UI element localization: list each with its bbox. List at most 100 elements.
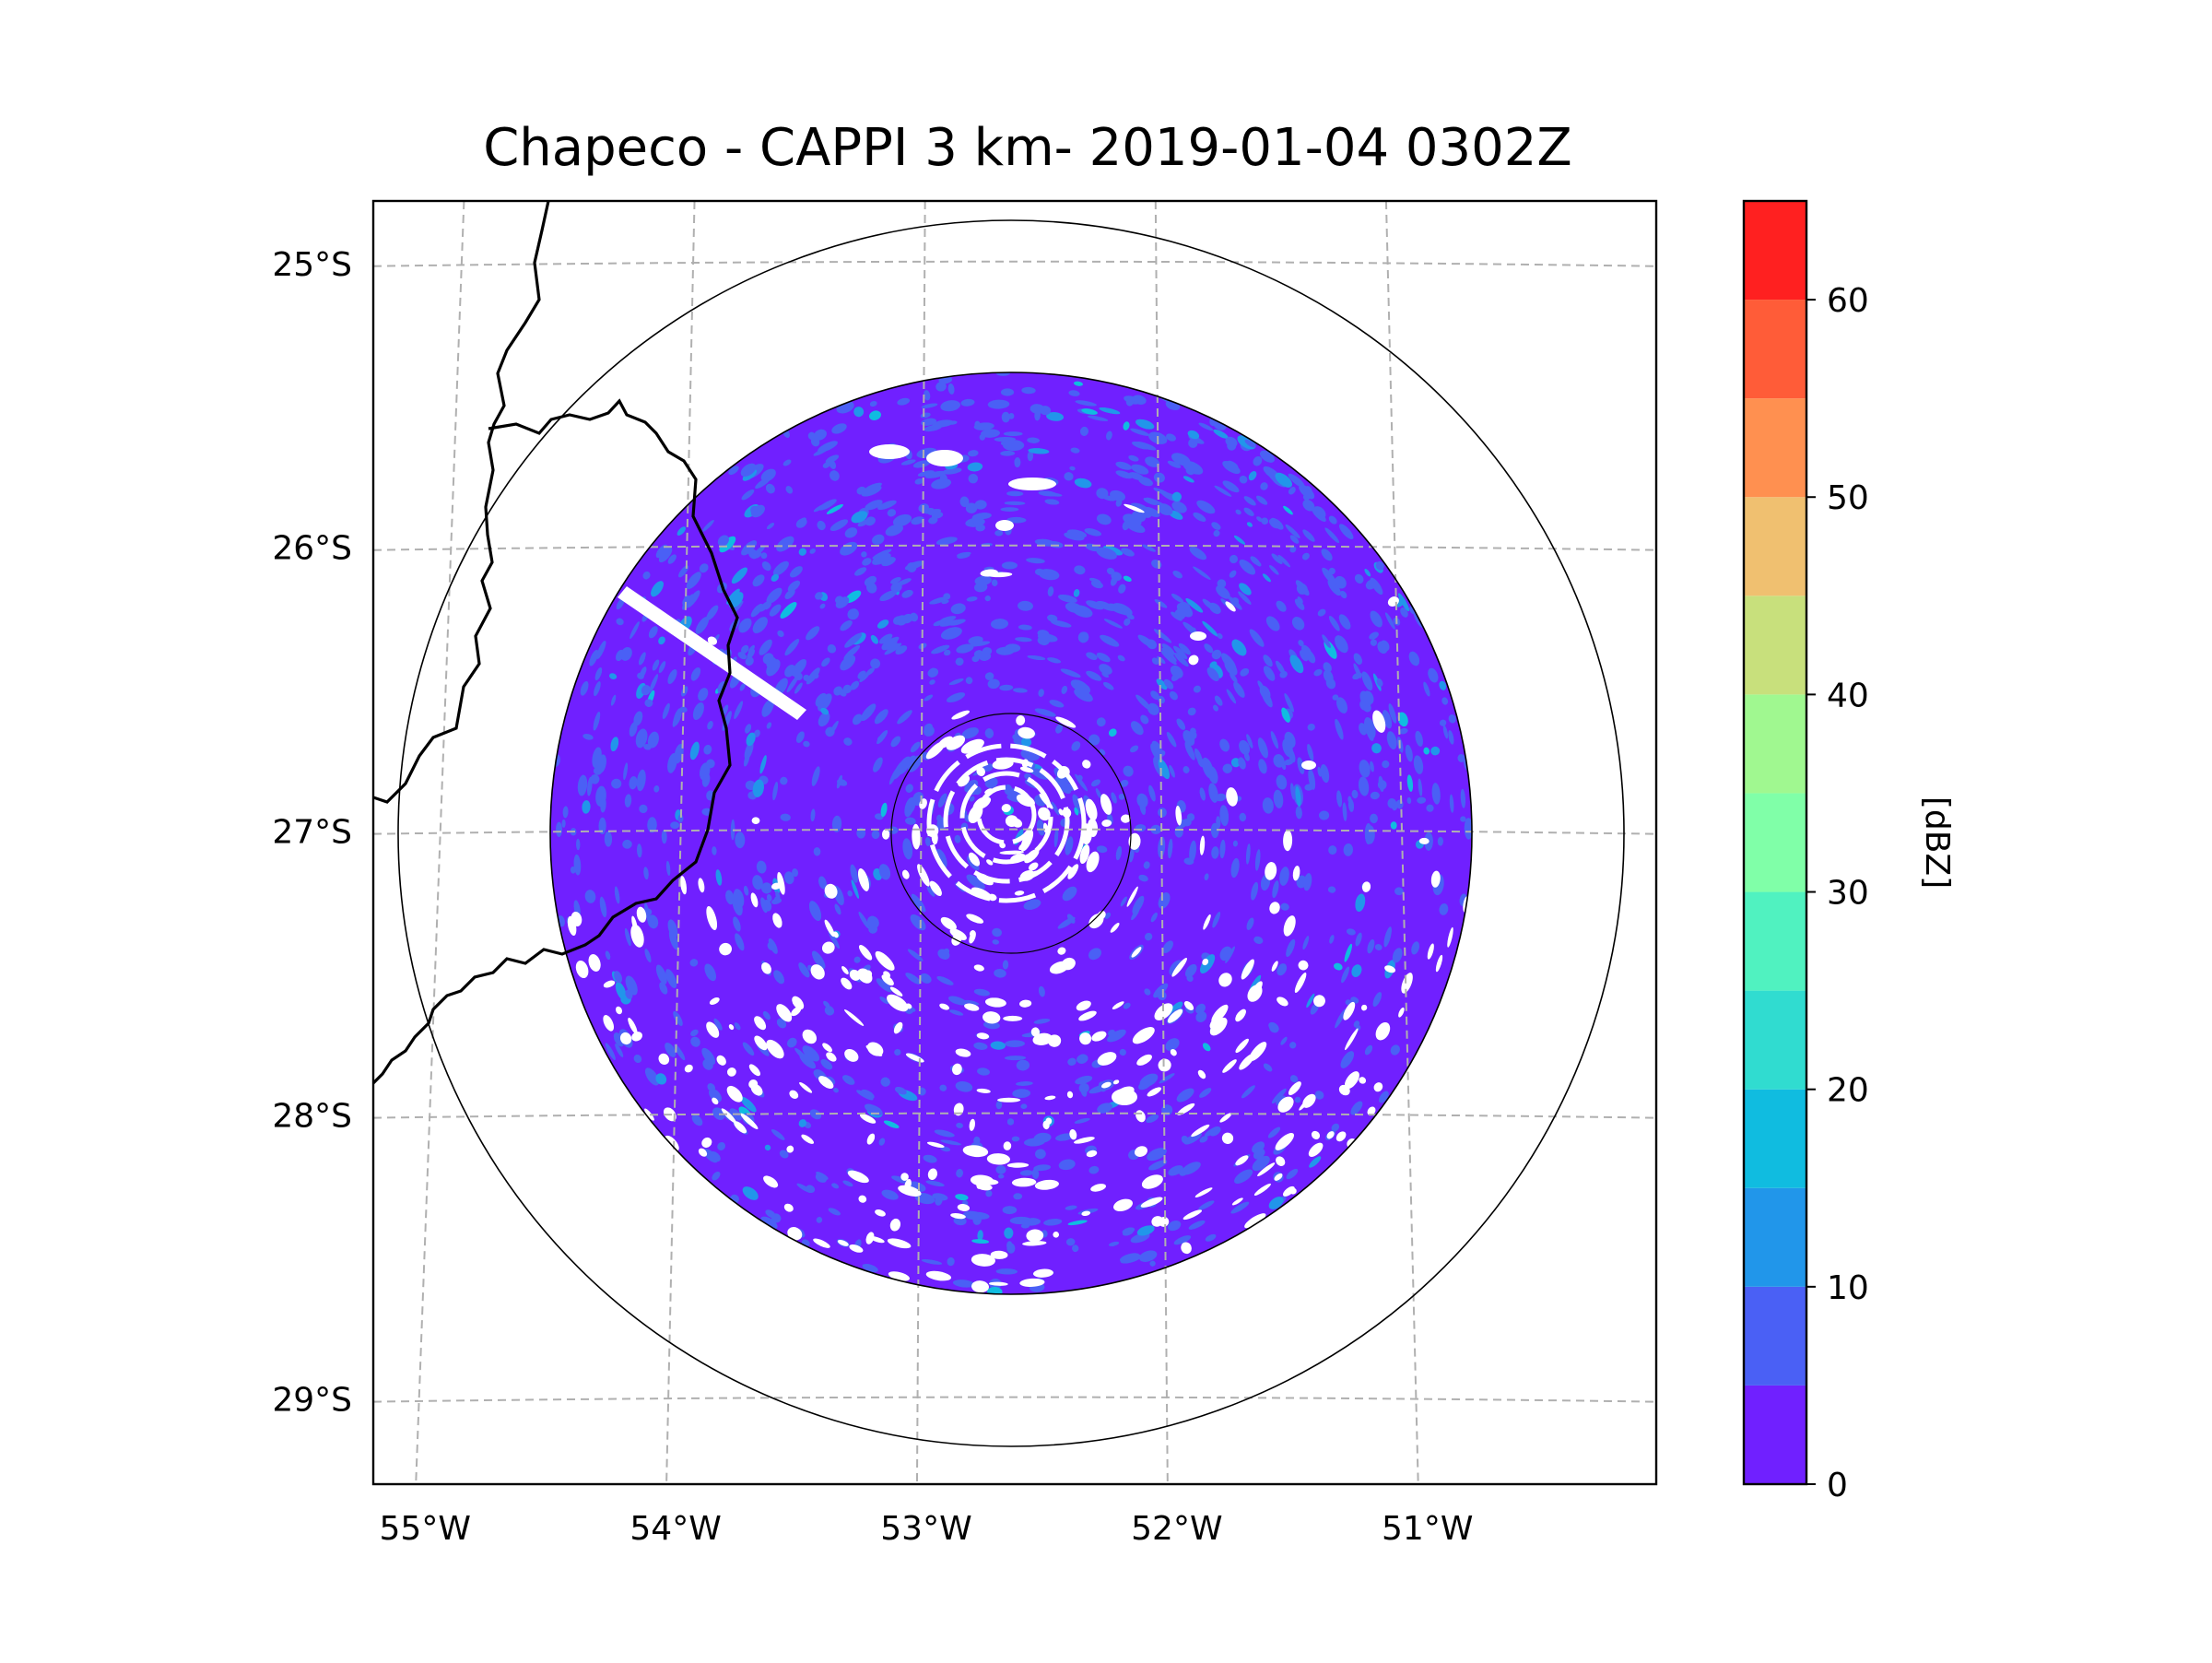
echo-speckle	[921, 418, 936, 426]
echo-speckle	[1263, 1063, 1273, 1072]
clear-air-gap	[1113, 1198, 1133, 1212]
colorbar-bin-1	[1744, 1286, 1806, 1386]
echo-speckle	[742, 1186, 759, 1200]
echo-speckle	[1153, 983, 1169, 998]
echo-speckle	[1355, 893, 1366, 912]
echo-speckle	[731, 567, 747, 584]
echo-speckle	[679, 706, 688, 713]
echo-speckle	[1166, 732, 1177, 748]
echo-speckle	[1107, 1029, 1126, 1043]
echo-speckle	[1047, 586, 1054, 597]
clear-air-gap	[728, 1024, 735, 1031]
echo-speckle	[1352, 672, 1362, 680]
echo-speckle	[860, 703, 877, 722]
echo-speckle	[787, 580, 800, 592]
echo-speckle	[1355, 932, 1362, 947]
clear-air-gap	[986, 859, 994, 866]
echo-speckle	[1074, 381, 1083, 386]
clear-air-gap	[1190, 631, 1206, 641]
echo-speckle	[1238, 757, 1246, 770]
echo-speckle	[1280, 1036, 1288, 1045]
echo-speckle	[822, 462, 830, 468]
echo-speckle	[1364, 823, 1372, 844]
echo-speckle	[667, 669, 677, 684]
echo-speckle	[653, 785, 660, 793]
clear-air-gap	[927, 1168, 937, 1180]
echo-speckle	[1303, 873, 1312, 891]
echo-speckle	[815, 1173, 828, 1183]
echo-speckle	[987, 678, 1000, 690]
echo-speckle	[1289, 1042, 1297, 1049]
clear-air-gap	[1225, 601, 1236, 612]
clear-air-gap	[761, 961, 771, 974]
clear-air-gap	[789, 1090, 799, 1099]
echo-speckle	[1214, 695, 1223, 706]
echo-speckle	[1248, 471, 1257, 481]
echo-speckle	[798, 548, 806, 556]
echo-speckle	[937, 793, 947, 808]
clear-air-gap	[1274, 1173, 1283, 1181]
echo-speckle	[1319, 810, 1330, 820]
echo-speckle	[919, 973, 932, 984]
echo-speckle	[1064, 532, 1085, 541]
echo-speckle	[1222, 461, 1241, 474]
colorbar-tick-label: 50	[1827, 479, 1869, 517]
echo-speckle	[1199, 787, 1206, 801]
echo-speckle	[1243, 507, 1254, 516]
clear-air-gap	[1112, 1001, 1124, 1009]
clear-air-gap	[951, 710, 971, 720]
clear-air-gap	[1151, 1216, 1164, 1227]
clear-air-gap	[631, 1032, 642, 1042]
echo-speckle	[1324, 527, 1340, 544]
echo-speckle	[1323, 662, 1332, 673]
echo-speckle	[1382, 760, 1390, 769]
echo-speckle	[820, 707, 829, 715]
echo-speckle	[747, 644, 755, 654]
echo-speckle	[1103, 619, 1123, 629]
echo-speckle	[662, 702, 670, 720]
clear-air-gap	[740, 1113, 759, 1129]
clear-air-gap	[1311, 1130, 1321, 1139]
echo-speckle	[926, 886, 935, 897]
echo-speckle	[1398, 727, 1408, 735]
echo-speckle	[1289, 546, 1297, 553]
clear-air-gap	[939, 1003, 950, 1010]
echo-speckle	[1031, 768, 1050, 780]
clear-air-gap	[950, 1212, 966, 1220]
echo-speckle	[1219, 839, 1226, 859]
clear-air-gap	[1112, 1079, 1120, 1085]
echo-speckle	[1253, 455, 1263, 466]
clear-air-gap	[1019, 766, 1034, 773]
clear-air-gap	[857, 867, 870, 891]
clear-air-gap	[726, 1067, 736, 1077]
clear-air-gap	[821, 941, 835, 954]
echo-speckle	[750, 603, 763, 618]
echo-speckle	[1136, 1225, 1155, 1236]
colorbar-bin-6	[1744, 793, 1806, 892]
echo-speckle	[784, 589, 795, 600]
meridian-gridline-2	[915, 201, 926, 1484]
clear-air-gap	[698, 1148, 708, 1157]
echo-speckle	[911, 516, 924, 525]
echo-speckle	[885, 524, 903, 537]
clear-air-gap	[887, 1238, 912, 1249]
echo-speckle	[1331, 1123, 1340, 1132]
echo-speckle	[1386, 731, 1397, 749]
echo-speckle	[897, 397, 911, 406]
echo-speckle	[1188, 731, 1197, 740]
echo-speckle	[665, 860, 671, 876]
echo-speckle	[1080, 1087, 1088, 1097]
clear-air-gap	[824, 883, 838, 899]
echo-speckle	[940, 627, 962, 640]
echo-speckle	[869, 410, 881, 420]
clear-air-gap	[1175, 805, 1182, 826]
echo-speckle	[1354, 573, 1364, 584]
echo-speckle	[955, 1081, 973, 1092]
clear-air-gap	[937, 736, 953, 749]
clear-air-gap	[893, 1021, 903, 1034]
clear-air-gap	[1076, 1000, 1091, 1011]
echo-speckle	[1276, 600, 1287, 612]
echo-speckle	[1252, 1155, 1270, 1172]
echo-speckle	[1460, 816, 1466, 822]
clear-air-gap	[1247, 985, 1263, 1002]
